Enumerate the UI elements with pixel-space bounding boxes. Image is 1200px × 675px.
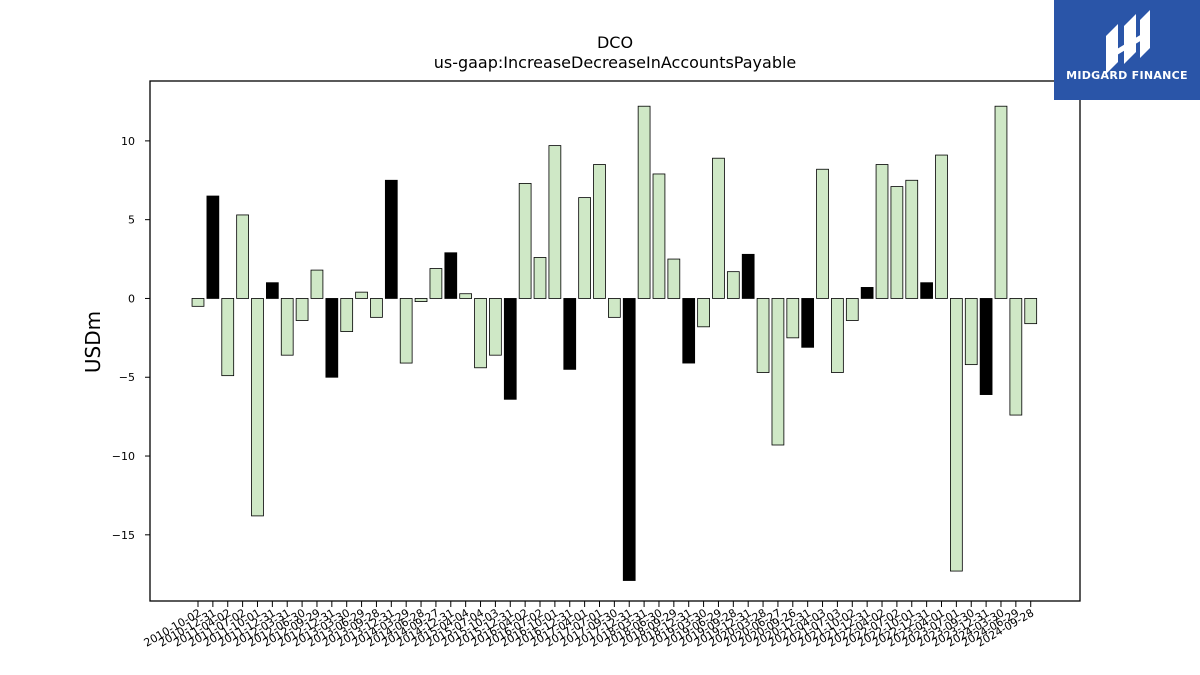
bar-2020-12-31 [801, 298, 815, 348]
y-tick-label: 0 [128, 292, 135, 305]
bar-2010-10-02 [191, 298, 205, 307]
bar-2017-09-30 [608, 298, 621, 318]
bar-2019-03-30 [697, 298, 710, 328]
bar-2011-12-31 [265, 282, 279, 299]
bar-2021-07-03 [831, 298, 844, 373]
chart-subtitle: us-gaap:IncreaseDecreaseInAccountsPayabl… [434, 53, 797, 72]
x-ticks-group: 2010-10-022010-12-312011-04-022011-07-02… [142, 601, 1036, 650]
bar-2024-09-28 [1024, 298, 1038, 325]
bar-2018-06-30 [652, 173, 666, 299]
bars-group [191, 105, 1038, 581]
bar-2021-12-31 [860, 287, 874, 299]
bar-2011-07-02 [236, 214, 249, 299]
y-tick-label: 5 [128, 214, 135, 227]
bar-2013-03-30 [340, 298, 354, 332]
bar-2020-06-27 [771, 298, 785, 446]
y-tick-label: −10 [112, 450, 135, 463]
y-tick-label: −15 [112, 529, 135, 542]
bar-2023-07-01 [950, 298, 963, 572]
bar-2023-12-31 [979, 298, 993, 395]
bar-2015-04-04 [459, 293, 473, 299]
bar-2011-04-02 [221, 298, 235, 377]
bar-2022-07-02 [890, 186, 904, 299]
bar-2013-09-28 [370, 298, 383, 318]
bar-2018-12-31 [682, 298, 696, 364]
bar-2014-12-31 [444, 252, 458, 299]
bar-2014-03-29 [399, 298, 413, 364]
bar-2017-07-01 [593, 164, 606, 299]
brand-logo: MIDGARD FINANCE [1054, 0, 1200, 100]
bar-2017-12-31 [622, 298, 636, 581]
y-axis-label: USDm [81, 311, 105, 373]
bar-2016-12-31 [563, 298, 577, 370]
bar-2024-06-29 [1009, 298, 1023, 416]
bar-2016-04-02 [518, 183, 532, 299]
bar-2012-09-29 [310, 269, 324, 299]
bar-2015-07-04 [474, 298, 487, 369]
bar-2016-07-02 [533, 257, 547, 299]
bar-2019-12-31 [741, 253, 755, 299]
bar-2022-12-31 [920, 282, 933, 299]
bar-2018-03-31 [637, 105, 651, 299]
bar-2023-04-01 [935, 154, 948, 299]
bar-2022-04-02 [875, 164, 889, 299]
bar-2012-03-31 [280, 298, 294, 356]
y-ticks-group: 10 5 0 −5 −10 −15 [112, 135, 150, 542]
bar-2021-04-03 [816, 168, 829, 299]
bar-2019-09-28 [726, 271, 740, 299]
plot-area-frame [149, 80, 1081, 602]
bar-2022-10-01 [905, 179, 919, 299]
brand-name: MIDGARD FINANCE [1066, 69, 1188, 82]
bar-2023-09-30 [964, 298, 978, 366]
bar-2020-09-26 [786, 298, 800, 339]
bar-2024-03-30 [994, 105, 1008, 299]
bar-2012-12-31 [325, 298, 339, 378]
bar-2013-12-31 [384, 179, 398, 299]
bar-2013-06-29 [355, 291, 368, 299]
bar-2021-10-02 [845, 298, 859, 321]
y-tick-label: −5 [119, 371, 135, 384]
chart-title: DCO [597, 33, 633, 52]
bar-2014-09-27 [429, 268, 443, 299]
bar-2015-12-31 [503, 298, 517, 400]
bar-2017-04-01 [578, 197, 591, 299]
bar-2015-10-03 [489, 298, 502, 356]
bar-2016-10-01 [548, 145, 562, 299]
bar-2019-06-29 [712, 157, 725, 299]
bar-2014-06-28 [414, 298, 428, 303]
bar-2011-10-01 [251, 298, 264, 517]
midgard-logo-icon [1106, 10, 1150, 74]
y-tick-label: 10 [121, 135, 135, 148]
bar-2020-03-28 [756, 298, 770, 373]
bar-2018-09-29 [667, 258, 681, 299]
bar-2010-12-31 [206, 195, 220, 299]
bar-2012-06-30 [295, 298, 309, 321]
